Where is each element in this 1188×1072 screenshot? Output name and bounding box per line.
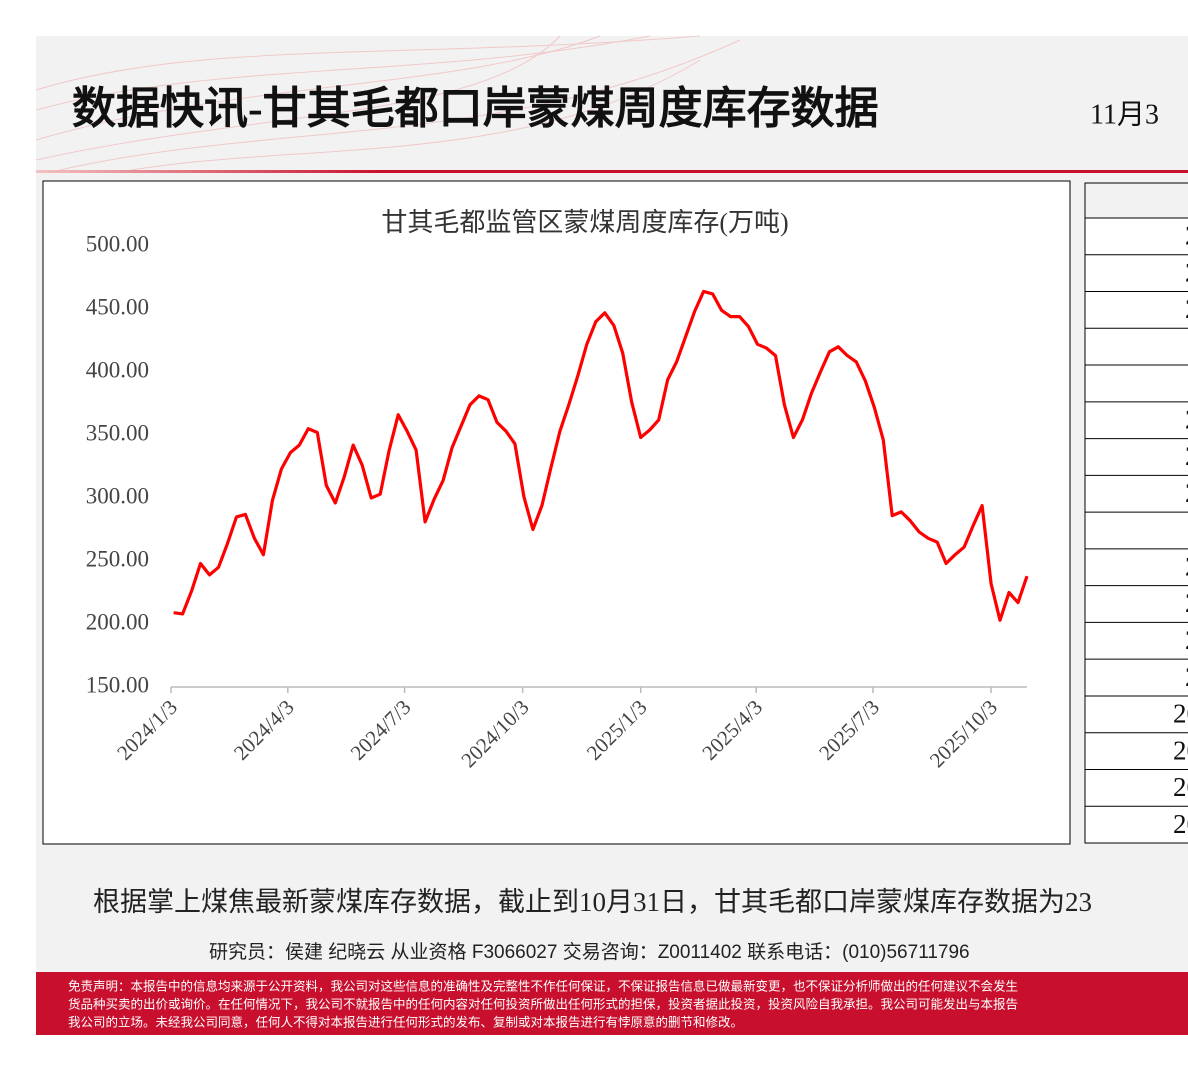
header-decoration: [35, 35, 741, 173]
table-cell: 20: [1173, 735, 1188, 765]
table-cell: 2: [1185, 404, 1188, 434]
disclaimer-band: [36, 972, 1188, 1035]
y-tick-label: 400.00: [86, 357, 149, 382]
y-tick-label: 250.00: [86, 546, 149, 571]
table-cell: 2: [1185, 551, 1188, 581]
table-header: [1084, 182, 1188, 219]
table: 2 2 2 2 2 2 2 2 2 2 20 20 20 20: [1084, 182, 1188, 844]
y-tick-label: 500.00: [86, 231, 149, 256]
table-cell: 2: [1185, 221, 1188, 251]
table-cell: 2: [1185, 294, 1188, 324]
chart-title: 甘其毛都监管区蒙煤周度库存(万吨): [381, 208, 788, 237]
summary: 根据掌上煤焦最新蒙煤库存数据，截止到10月31日，甘其毛都口岸蒙煤库存数据为23: [93, 887, 1092, 917]
table-cell: 2: [1185, 662, 1188, 692]
y-tick-label: 150.00: [86, 672, 149, 697]
table-cell: 2: [1185, 588, 1188, 618]
y-tick-label: 300.00: [86, 483, 149, 508]
chart-frame: [42, 180, 1071, 845]
table-cell: 20: [1173, 699, 1188, 729]
table-cell: 20: [1173, 809, 1188, 839]
header-rule: [36, 170, 1188, 173]
disclaimer-line: 货品种买卖的出价或询价。在任何情况下，我公司不就报告中的任何内容对任何投资所做出…: [68, 996, 1018, 1011]
disclaimer-line: 我公司的立场。未经我公司同意，任何人不得对本报告进行任何形式的发布、复制或对本报…: [68, 1014, 743, 1029]
report-title: 数据快讯-甘其毛都口岸蒙煤周度库存数据: [72, 84, 879, 133]
table-cell: 2: [1185, 441, 1188, 471]
contact: 研究员：侯建 纪晓云 从业资格 F3066027 交易咨询：Z0011402 联…: [209, 941, 970, 963]
report-date: 11月3: [1090, 99, 1159, 130]
disclaimer-line: 免责声明：本报告中的信息均来源于公开资料，我公司对这些信息的准确性及完整性不作任…: [68, 978, 1018, 993]
table-cell: 20: [1173, 772, 1188, 802]
chart: 甘其毛都监管区蒙煤周度库存(万吨) 150.00 200.00 250.00 300.…: [42, 180, 1071, 845]
data-line: [173, 289, 1029, 622]
table-cell: 2: [1185, 625, 1188, 655]
table-cell: 2: [1185, 257, 1188, 287]
y-tick-label: 350.00: [86, 420, 149, 445]
y-tick-label: 450.00: [86, 294, 149, 319]
table-cell: 2: [1185, 478, 1188, 508]
y-tick-label: 200.00: [86, 609, 149, 634]
